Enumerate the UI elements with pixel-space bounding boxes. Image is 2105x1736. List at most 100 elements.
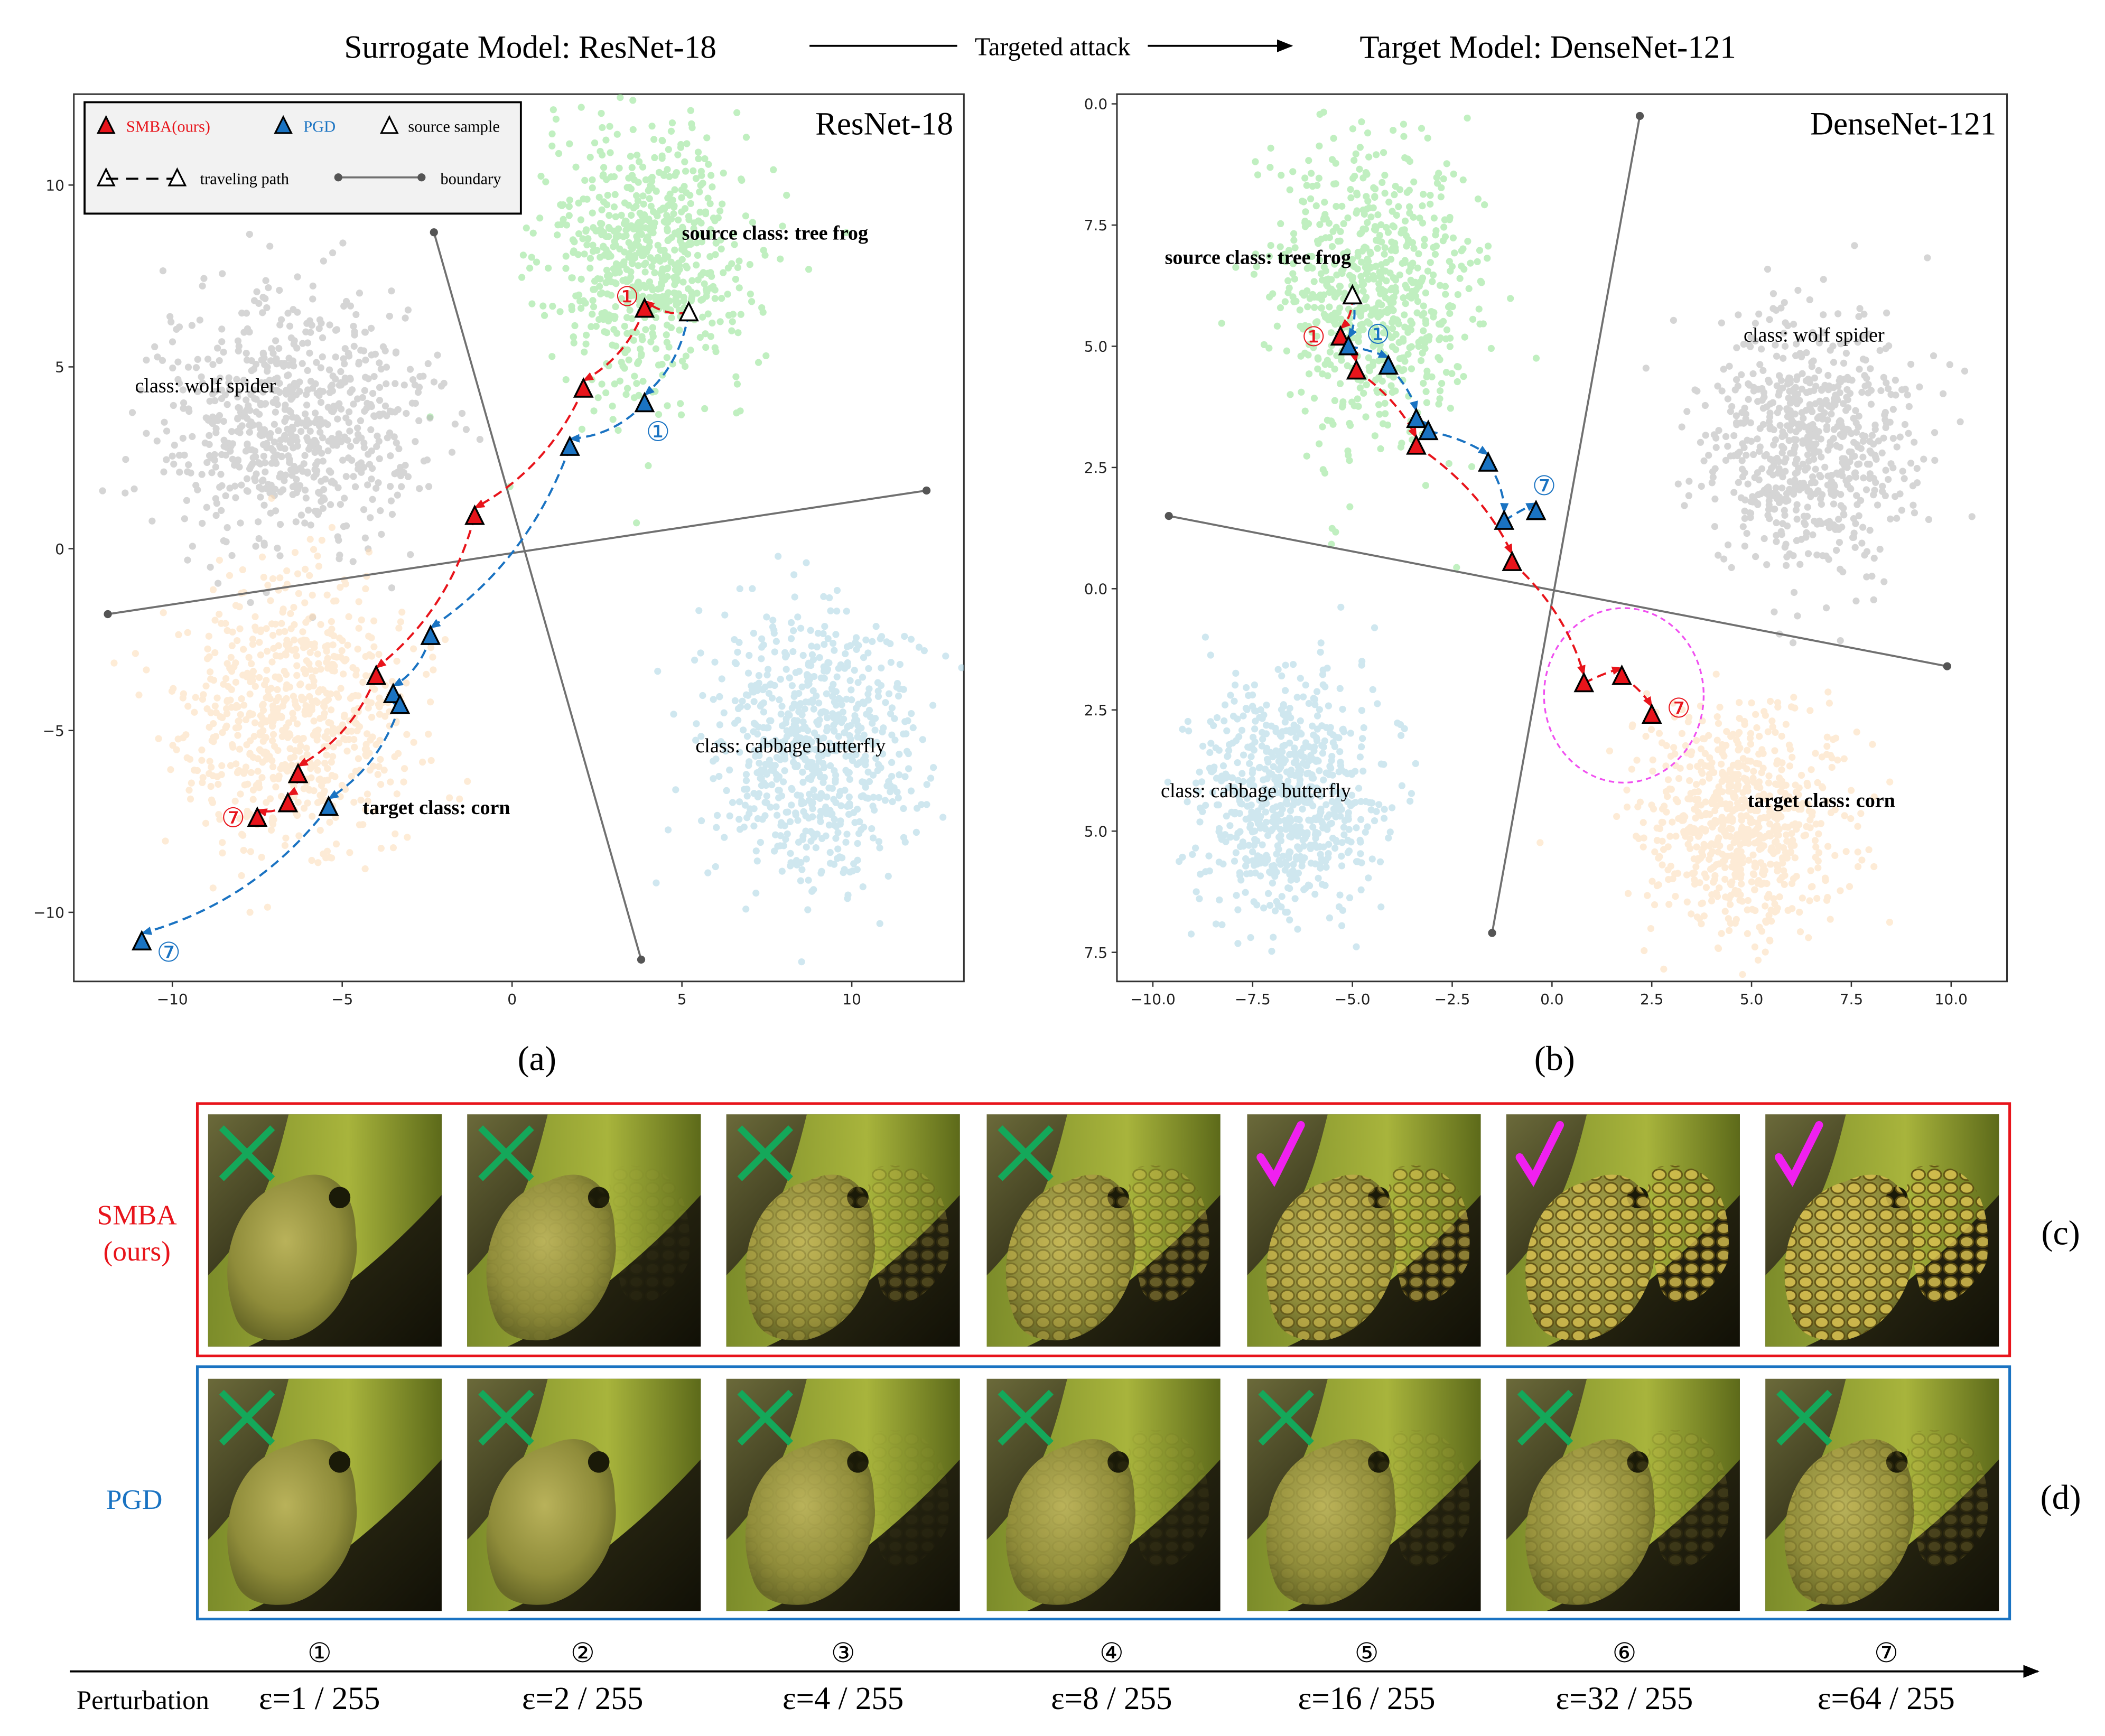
scatter-point — [260, 681, 268, 688]
scatter-point — [811, 833, 818, 841]
scatter-point — [1424, 134, 1431, 142]
scatter-point — [798, 866, 806, 873]
scatter-point — [1791, 410, 1799, 418]
scatter-point — [1423, 373, 1430, 380]
scatter-point — [403, 679, 410, 687]
scatter-point — [228, 642, 236, 649]
scatter-point — [301, 599, 309, 606]
scatter-point — [249, 641, 257, 648]
scatter-point — [1287, 848, 1294, 856]
scatter-point — [1745, 380, 1752, 388]
scatter-point — [803, 671, 811, 678]
scatter-point — [1871, 426, 1879, 433]
scatter-point — [425, 483, 433, 490]
scatter-point — [929, 702, 937, 709]
scatter-point — [347, 376, 354, 383]
scatter-point — [1758, 465, 1766, 472]
scatter-point — [256, 674, 263, 682]
scatter-point — [1327, 724, 1334, 731]
scatter-point — [163, 427, 171, 435]
scatter-point — [804, 678, 812, 685]
scatter-point — [1356, 753, 1364, 761]
scatter-point — [1396, 186, 1404, 193]
scatter-point — [1242, 862, 1250, 870]
scatter-point — [1375, 280, 1383, 287]
scatter-point — [1314, 712, 1321, 720]
scatter-point — [1405, 203, 1413, 210]
scatter-point — [204, 356, 212, 363]
scatter-point — [204, 645, 211, 652]
scatter-point — [184, 629, 191, 636]
scatter-point — [1389, 325, 1396, 332]
scatter-point — [724, 291, 731, 298]
scatter-point — [232, 760, 240, 768]
scatter-point — [1325, 850, 1332, 857]
scatter-point — [193, 767, 201, 774]
scatter-point — [1246, 824, 1254, 832]
scatter-point — [1243, 870, 1251, 878]
scatter-point — [901, 718, 909, 725]
scatter-point — [327, 706, 335, 714]
scatter-point — [1863, 573, 1870, 581]
scatter-point — [1861, 372, 1868, 379]
scatter-point — [250, 386, 258, 394]
y-tick-label: −10 — [33, 904, 64, 921]
scatter-point — [291, 549, 299, 556]
scatter-point — [731, 241, 738, 248]
scatter-point — [721, 611, 729, 619]
scatter-point — [1822, 552, 1830, 560]
scatter-point — [259, 350, 267, 358]
scatter-point — [1451, 249, 1458, 257]
scatter-point — [1271, 786, 1279, 793]
scatter-point — [606, 212, 613, 219]
scatter-point — [1447, 267, 1454, 275]
scatter-point — [1331, 365, 1338, 373]
scatter-point — [1435, 320, 1443, 328]
scatter-point — [1907, 360, 1915, 368]
scatter-point — [247, 769, 255, 776]
scatter-point — [1274, 666, 1282, 673]
scatter-point — [1273, 322, 1281, 330]
scatter-point — [314, 698, 321, 706]
scatter-point — [752, 889, 760, 897]
scatter-point — [1260, 341, 1268, 348]
scatter-point — [706, 253, 714, 260]
scatter-point — [337, 793, 344, 800]
scatter-point — [398, 609, 406, 616]
scatter-point — [337, 501, 344, 508]
step-number-label: ① — [615, 282, 639, 312]
scatter-point — [554, 231, 561, 239]
scatter-point — [872, 754, 880, 762]
scatter-point — [749, 585, 756, 592]
scatter-point — [518, 274, 526, 281]
scatter-point — [582, 331, 590, 339]
scatter-point — [718, 245, 725, 253]
scatter-point — [1332, 813, 1339, 820]
scatter-point — [1409, 259, 1417, 267]
scatter-point — [175, 631, 182, 639]
scatter-point — [1335, 734, 1343, 742]
scatter-point — [1314, 365, 1321, 372]
scatter-point — [1728, 403, 1736, 410]
scatter-point — [171, 442, 178, 449]
scatter-point — [1367, 312, 1375, 319]
scatter-point — [199, 519, 206, 527]
scatter-point — [1786, 399, 1794, 407]
scatter-point — [805, 774, 812, 782]
smba-path-segment — [297, 675, 377, 767]
scatter-point — [603, 201, 611, 209]
scatter-point — [1901, 475, 1908, 482]
scatter-point — [1345, 816, 1352, 823]
scatter-point — [1420, 327, 1427, 334]
scatter-point — [310, 546, 318, 553]
scatter-point — [627, 242, 635, 250]
scatter-point — [1286, 284, 1293, 292]
scatter-point — [306, 536, 314, 543]
scatter-point — [232, 494, 239, 501]
scatter-point — [664, 826, 672, 834]
scatter-point — [1865, 380, 1872, 388]
scatter-point — [1212, 920, 1220, 928]
scatter-point — [1752, 553, 1759, 561]
scatter-point — [769, 617, 777, 624]
scatter-point — [549, 106, 557, 114]
